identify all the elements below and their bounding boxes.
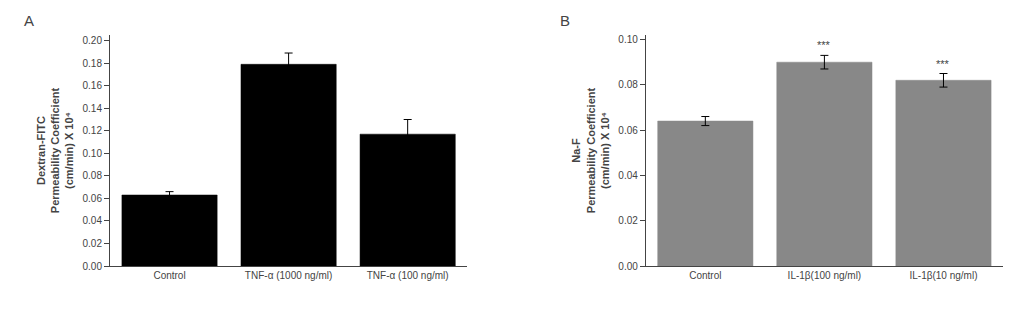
svg-text:0.08: 0.08 — [83, 170, 103, 181]
svg-text:***: *** — [936, 58, 950, 70]
svg-text:***: *** — [817, 39, 831, 51]
svg-text:Control: Control — [153, 270, 185, 281]
svg-text:Dextran-FITCPermeability Coeff: Dextran-FITCPermeability Coefficient(cm/… — [35, 88, 76, 214]
svg-text:Control: Control — [689, 270, 721, 281]
svg-text:0.10: 0.10 — [83, 148, 103, 159]
svg-text:0.00: 0.00 — [83, 261, 103, 272]
svg-text:Na-FPermeability Coefficient(c: Na-FPermeability Coefficient(cm/min) X 1… — [570, 88, 611, 214]
svg-text:B: B — [560, 12, 570, 29]
svg-text:TNF-α (1000 ng/ml): TNF-α (1000 ng/ml) — [245, 270, 332, 281]
svg-text:A: A — [24, 12, 34, 29]
svg-text:0.14: 0.14 — [83, 103, 103, 114]
svg-text:0.04: 0.04 — [83, 215, 103, 226]
svg-text:0.10: 0.10 — [618, 34, 638, 45]
svg-text:0.16: 0.16 — [83, 80, 103, 91]
svg-text:0.18: 0.18 — [83, 58, 103, 69]
svg-text:0.02: 0.02 — [618, 215, 638, 226]
svg-text:IL-1β(100 ng/ml): IL-1β(100 ng/ml) — [788, 270, 862, 281]
svg-text:0.02: 0.02 — [83, 238, 103, 249]
svg-text:0.12: 0.12 — [83, 125, 103, 136]
svg-text:0.08: 0.08 — [618, 79, 638, 90]
svg-text:IL-1β(10 ng/ml): IL-1β(10 ng/ml) — [909, 270, 977, 281]
svg-text:0.20: 0.20 — [83, 35, 103, 46]
svg-text:0.06: 0.06 — [618, 125, 638, 136]
svg-text:TNF-α (100 ng/ml): TNF-α (100 ng/ml) — [367, 270, 449, 281]
svg-text:0.06: 0.06 — [83, 193, 103, 204]
svg-text:0.04: 0.04 — [618, 170, 638, 181]
svg-text:0.00: 0.00 — [618, 261, 638, 272]
